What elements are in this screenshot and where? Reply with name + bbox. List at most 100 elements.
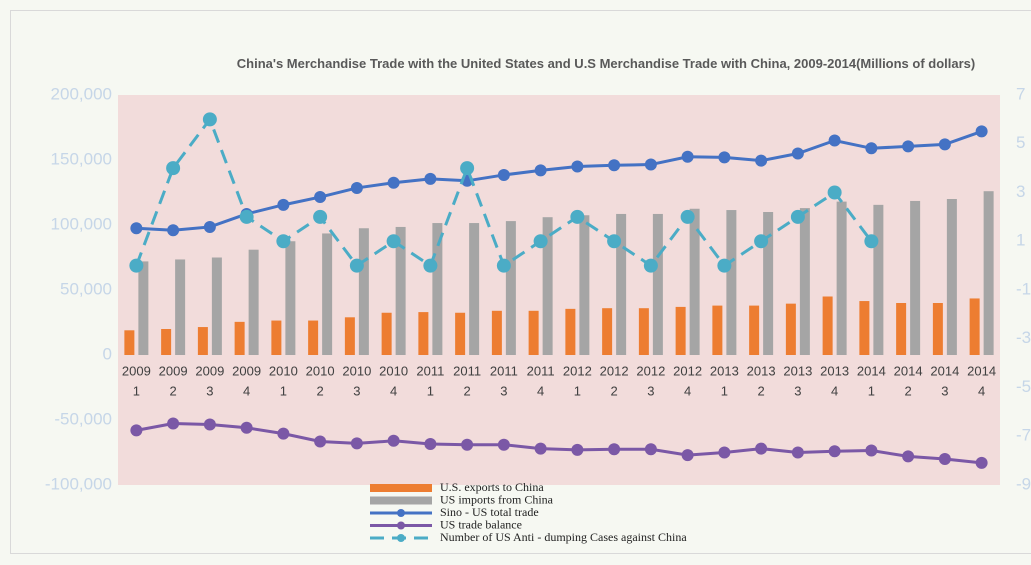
bar — [822, 296, 833, 355]
legend-label: U.S. exports to China — [440, 480, 544, 494]
x-tick-label: 2014 — [894, 363, 923, 378]
marker — [386, 234, 401, 249]
y2-tick-label: -3 — [1016, 328, 1031, 347]
legend-marker — [397, 534, 405, 542]
bar — [689, 208, 700, 355]
bar — [234, 321, 245, 355]
marker — [902, 450, 915, 463]
marker — [349, 258, 364, 273]
y2-tick-label: -5 — [1016, 377, 1031, 396]
marker — [828, 445, 841, 458]
bar — [896, 303, 907, 355]
marker — [643, 258, 658, 273]
bar — [946, 199, 957, 355]
line — [136, 129, 983, 232]
bar — [542, 217, 553, 355]
marker — [497, 168, 510, 181]
bar — [308, 320, 319, 355]
marker — [240, 421, 253, 434]
bar — [161, 329, 172, 355]
x-tick-label: 4 — [537, 383, 544, 398]
x-tick-label: 2010 — [342, 363, 371, 378]
bar — [799, 208, 810, 355]
x-tick-label: 1 — [133, 383, 140, 398]
legend-label: US imports from China — [440, 492, 554, 506]
x-tick-label: 2013 — [820, 363, 849, 378]
y2-tick-label: -9 — [1016, 474, 1031, 493]
bar — [652, 213, 663, 355]
marker — [387, 434, 400, 447]
x-tick-label: 2009 — [195, 363, 224, 378]
marker — [534, 164, 547, 177]
bar — [969, 298, 980, 355]
chart-frame — [10, 10, 1031, 554]
bar — [785, 303, 796, 355]
y2-tick-label: 5 — [1016, 133, 1025, 152]
bar — [248, 249, 259, 355]
marker — [827, 185, 842, 200]
bar — [749, 305, 760, 355]
x-tick-label: 2010 — [379, 363, 408, 378]
marker — [681, 150, 694, 163]
x-tick-label: 2011 — [527, 363, 555, 378]
x-tick-label: 2011 — [490, 363, 518, 378]
x-tick-label: 2012 — [673, 363, 702, 378]
marker — [166, 161, 181, 176]
marker — [424, 172, 437, 185]
bar — [381, 312, 392, 355]
marker — [865, 142, 878, 155]
marker — [644, 158, 657, 171]
marker — [570, 209, 585, 224]
x-tick-label: 2 — [611, 383, 618, 398]
bar — [418, 312, 429, 355]
x-tick-label: 1 — [574, 383, 581, 398]
bar — [138, 261, 149, 355]
x-tick-label: 1 — [280, 383, 287, 398]
marker — [902, 140, 915, 153]
marker — [202, 112, 217, 127]
x-tick-label: 2009 — [159, 363, 188, 378]
y-tick-label: 100,000 — [51, 214, 112, 233]
x-tick-label: 2009 — [232, 363, 261, 378]
x-tick-label: 2012 — [636, 363, 665, 378]
x-tick-label: 2014 — [967, 363, 996, 378]
x-tick-label: 2009 — [122, 363, 151, 378]
marker — [790, 209, 805, 224]
y2-tick-label: -7 — [1016, 426, 1031, 445]
bar — [271, 320, 282, 355]
marker — [755, 442, 768, 455]
x-tick-label: 4 — [684, 383, 691, 398]
marker — [791, 446, 804, 459]
x-tick-label: 2012 — [600, 363, 629, 378]
marker — [314, 191, 327, 204]
bar — [712, 305, 723, 355]
marker — [717, 258, 732, 273]
marker — [938, 138, 951, 151]
bar — [932, 303, 943, 355]
marker — [680, 209, 695, 224]
bar — [344, 317, 355, 355]
marker — [387, 176, 400, 189]
bar — [726, 210, 737, 355]
marker — [276, 234, 291, 249]
bar — [675, 306, 686, 355]
x-tick-label: 4 — [978, 383, 985, 398]
x-tick-label: 2014 — [930, 363, 959, 378]
x-tick-label: 2 — [905, 383, 912, 398]
marker — [864, 234, 879, 249]
marker — [975, 456, 988, 469]
bar — [873, 204, 884, 355]
y-tick-label: 50,000 — [60, 279, 112, 298]
bar — [528, 310, 539, 355]
bar — [859, 301, 870, 355]
x-tick-label: 2011 — [453, 363, 481, 378]
marker — [203, 418, 216, 431]
marker — [461, 438, 474, 451]
y-tick-label: -50,000 — [54, 409, 112, 428]
y-tick-label: 0 — [103, 344, 112, 363]
marker — [350, 437, 363, 450]
bar — [469, 223, 480, 355]
chart-title: China's Merchandise Trade with the Unite… — [236, 56, 976, 71]
y2-tick-label: 3 — [1016, 182, 1025, 201]
